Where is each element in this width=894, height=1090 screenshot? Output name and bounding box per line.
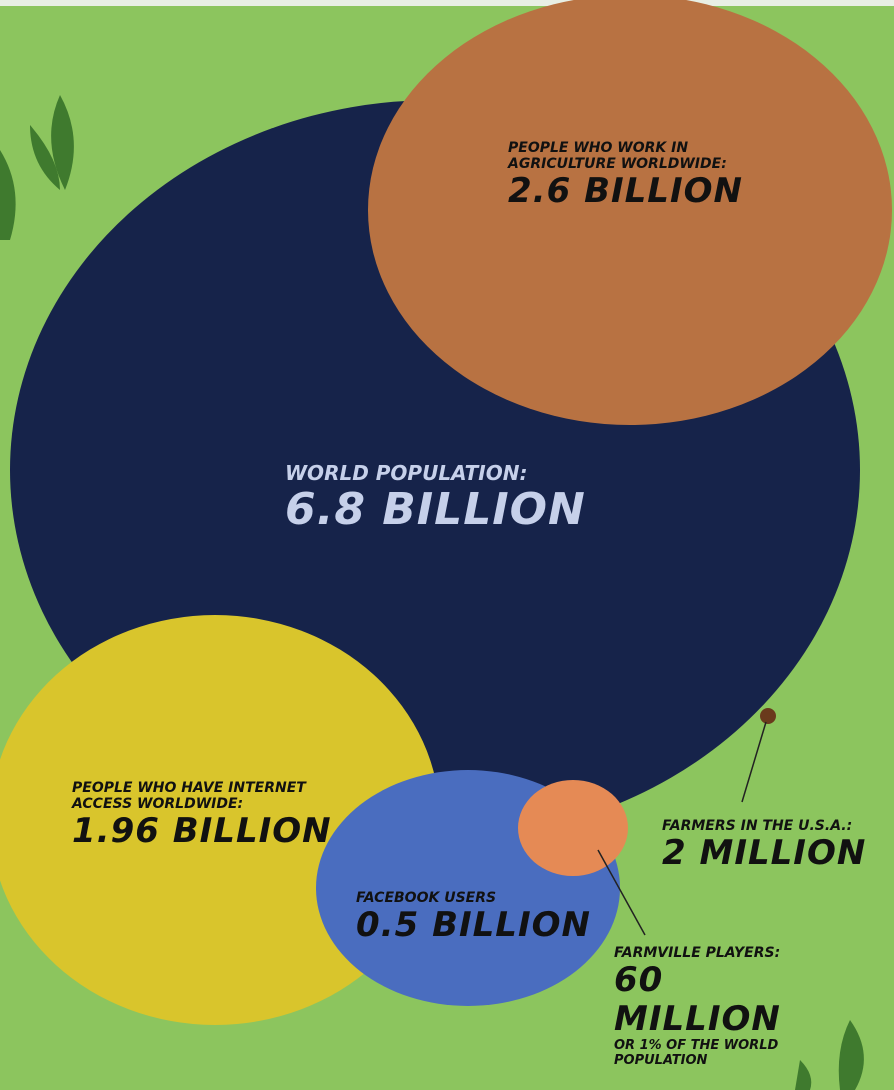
value: 6.8 BILLION <box>285 484 586 535</box>
label: PEOPLE WHO HAVE INTERNET ACCESS WORLDWID… <box>72 780 306 813</box>
bubble: PEOPLE WHO HAVE INTERNET ACCESS WORLDWID… <box>72 780 352 851</box>
bubble: WORLD POPULATION: 6.8 BILLION <box>285 462 586 536</box>
leaf <box>30 125 60 190</box>
farmers-dot <box>760 708 776 724</box>
label: PEOPLE WHO WORK IN AGRICULTURE WORLDWIDE… <box>508 140 727 173</box>
value: 2.6 BILLION <box>508 171 743 212</box>
label: FARMERS IN THE U.S.A.: <box>662 818 853 834</box>
top-edge <box>0 0 894 6</box>
bubble: FARMERS IN THE U.S.A.: 2 MILLION <box>662 818 866 873</box>
label: FACEBOOK USERS <box>356 890 497 906</box>
value: 60 MILLION <box>614 960 781 1040</box>
pointer-line <box>741 721 767 803</box>
label: WORLD POPULATION: <box>285 461 528 485</box>
bubble: FACEBOOK USERS 0.5 BILLION <box>356 890 591 945</box>
farmville-circle <box>518 780 628 876</box>
pointer-line <box>597 849 646 936</box>
leaf <box>795 1060 812 1090</box>
label: FARMVILLE PLAYERS: <box>614 945 781 961</box>
value: 2 MILLION <box>662 833 867 874</box>
note: OR 1% OF THE WORLD POPULATION <box>614 1038 779 1069</box>
leaf <box>51 95 74 190</box>
leaf <box>0 150 16 240</box>
value: 0.5 BILLION <box>356 905 591 946</box>
value: 1.96 BILLION <box>72 811 332 852</box>
agriculture-circle <box>368 0 892 425</box>
leaf <box>838 1020 864 1090</box>
bubble: PEOPLE WHO WORK IN AGRICULTURE WORLDWIDE… <box>508 140 778 211</box>
bubble: FARMVILLE PLAYERS: 60 MILLION OR 1% OF T… <box>614 945 814 1069</box>
